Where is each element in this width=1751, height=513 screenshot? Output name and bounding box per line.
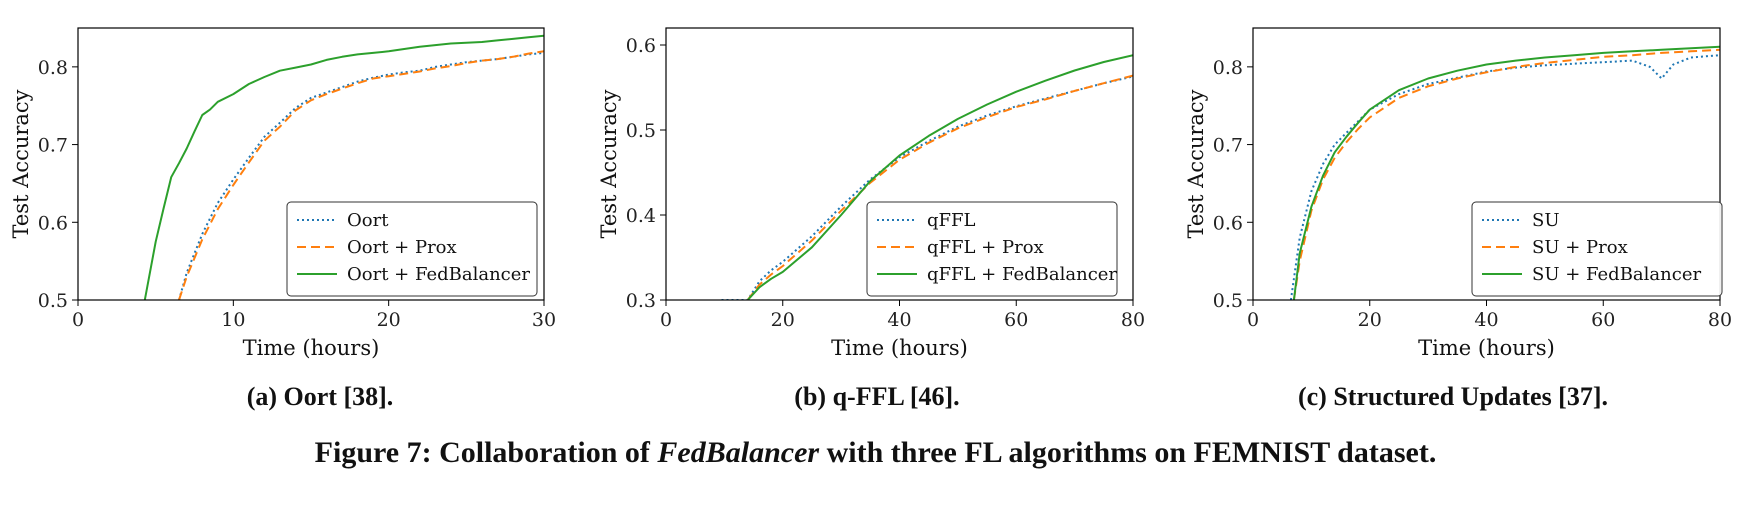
y-tick-label: 0.4 (626, 205, 656, 227)
subcaption-a: (a) Oort [38]. (246, 382, 394, 411)
legend-label: Oort + FedBalancer (347, 264, 530, 285)
series-line-dashed (1292, 48, 1720, 300)
y-tick-label: 0.8 (38, 57, 68, 79)
series-line-dashed (746, 74, 1133, 300)
caption-suffix: with three FL algorithms on FEMNIST data… (819, 436, 1437, 469)
legend-label: SU (1532, 210, 1560, 231)
x-tick-label: 40 (887, 309, 911, 331)
caption-emphasis: FedBalancer (657, 436, 820, 469)
series-line-solid (1292, 45, 1720, 300)
y-axis-label: Test Accuracy (1184, 89, 1208, 238)
y-tick-label: 0.6 (1213, 212, 1243, 234)
y-tick-label: 0.7 (38, 135, 68, 157)
panel-b: 0 20 40 60 80 0.3 0.4 0.5 0.6 Time (hours) Test Ac… (597, 27, 1145, 360)
y-tick-label: 0.6 (626, 35, 656, 57)
y-axis-label: Test Accuracy (597, 89, 621, 238)
y-tick-label: 0.8 (1213, 57, 1243, 79)
legend-box (1471, 201, 1723, 297)
series-line-dashed (178, 50, 544, 300)
panel-c: 0 20 40 60 80 0.5 0.6 0.7 0.8 Time (hours) Test Ac… (1184, 27, 1732, 360)
series-line-dotted (178, 51, 544, 300)
x-tick-label: 20 (771, 309, 795, 331)
x-tick-label: 10 (221, 309, 245, 331)
legend-label: qFFL + FedBalancer (927, 264, 1117, 285)
y-tick-label: 0.5 (626, 120, 656, 142)
x-tick-label: 20 (1358, 309, 1382, 331)
figure-caption: Figure 7: Collaboration of FedBalancer w… (0, 436, 1751, 470)
x-tick-label: 60 (1004, 309, 1028, 331)
x-axis-label: Time (hours) (831, 336, 968, 360)
legend-label: qFFL (927, 210, 976, 231)
y-tick-label: 0.6 (38, 212, 68, 234)
legend-label: Oort (347, 210, 389, 231)
y-tick-label: 0.5 (38, 290, 68, 312)
x-tick-label: 30 (532, 309, 556, 331)
x-tick-label: 0 (1247, 309, 1259, 331)
legend-label: Oort + Prox (347, 237, 457, 258)
legend-box (866, 201, 1118, 297)
x-tick-label: 40 (1474, 309, 1498, 331)
subcaption-c: (c) Structured Updates [37]. (1297, 382, 1609, 411)
x-tick-label: 60 (1591, 309, 1615, 331)
x-tick-label: 20 (377, 309, 401, 331)
legend-label: qFFL + Prox (927, 237, 1044, 258)
legend-box (286, 201, 538, 297)
x-tick-label: 0 (660, 309, 672, 331)
subcaption-b: (b) q-FFL [46]. (794, 382, 960, 411)
series-line-solid (746, 54, 1133, 300)
x-tick-label: 80 (1708, 309, 1732, 331)
y-tick-label: 0.7 (1213, 135, 1243, 157)
x-axis-label: Time (hours) (1418, 336, 1555, 360)
x-tick-label: 0 (72, 309, 84, 331)
caption-prefix: Figure 7: Collaboration of (314, 436, 658, 469)
y-tick-label: 0.3 (626, 290, 656, 312)
x-axis-label: Time (hours) (243, 336, 380, 360)
plot-frame (77, 27, 545, 301)
series-line-solid (143, 34, 544, 300)
panel-a: 0 10 20 30 0.5 0.6 0.7 0.8 Time (hours) Test Accu… (9, 27, 556, 360)
y-axis-label: Test Accuracy (9, 89, 33, 238)
legend-label: SU + Prox (1532, 237, 1628, 258)
legend-label: SU + FedBalancer (1532, 264, 1701, 285)
y-tick-label: 0.5 (1213, 290, 1243, 312)
x-tick-label: 80 (1121, 309, 1145, 331)
